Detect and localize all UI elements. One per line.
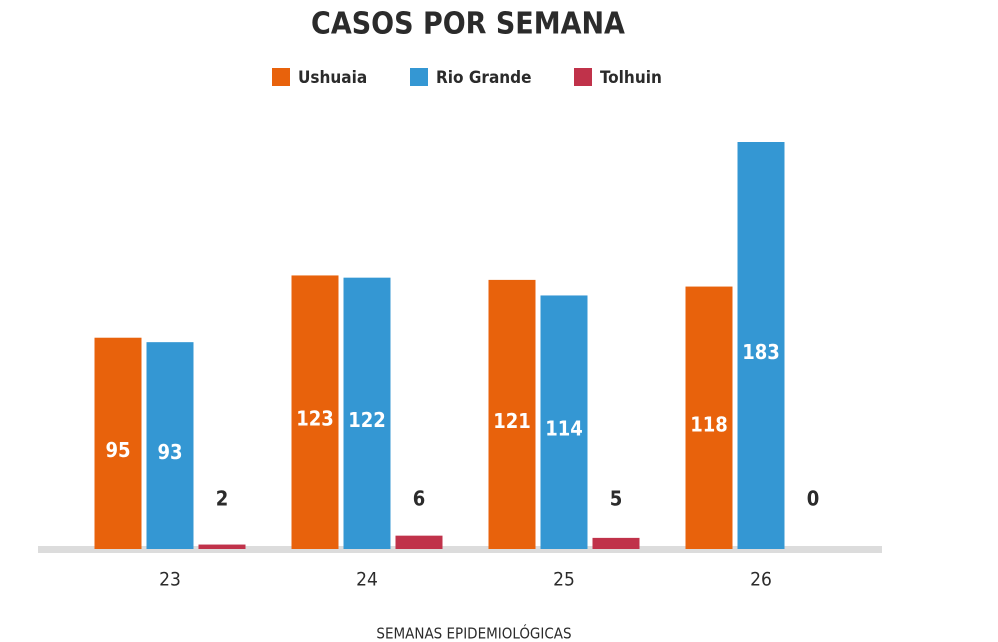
x-tick-label: 23: [159, 569, 181, 591]
chart-title: CASOS POR SEMANA: [311, 7, 625, 42]
value-label: 0: [807, 487, 820, 511]
x-tick-label: 25: [553, 569, 575, 591]
x-tick-label: 26: [750, 569, 772, 591]
bar: [737, 142, 785, 549]
value-label: 114: [545, 417, 583, 441]
value-label: 2: [216, 487, 229, 511]
value-label: 121: [493, 409, 531, 433]
value-label: 5: [610, 487, 623, 511]
bar: [488, 279, 536, 549]
bar: [146, 342, 194, 549]
bar: [592, 537, 640, 549]
bar: [395, 535, 443, 549]
value-label: 123: [296, 407, 334, 431]
x-axis-title: SEMANAS EPIDEMIOLÓGICAS: [376, 624, 571, 642]
baseline: [38, 546, 882, 553]
bar: [343, 277, 391, 549]
legend-swatch: [272, 68, 290, 86]
legend-label: Ushuaia: [298, 68, 367, 88]
value-label: 122: [348, 408, 386, 432]
bar: [540, 295, 588, 549]
legend-swatch: [410, 68, 428, 86]
x-tick-label: 24: [356, 569, 378, 591]
value-label: 118: [690, 412, 728, 436]
value-label: 95: [105, 438, 130, 462]
value-label: 6: [413, 487, 426, 511]
legend-label: Tolhuin: [600, 68, 662, 88]
legend-label: Rio Grande: [436, 68, 531, 88]
value-label: 93: [157, 440, 182, 464]
bar: [94, 337, 142, 549]
legend-swatch: [574, 68, 592, 86]
bar: [685, 286, 733, 549]
bar: [291, 275, 339, 549]
bar: [198, 544, 246, 549]
value-label: 183: [742, 340, 780, 364]
